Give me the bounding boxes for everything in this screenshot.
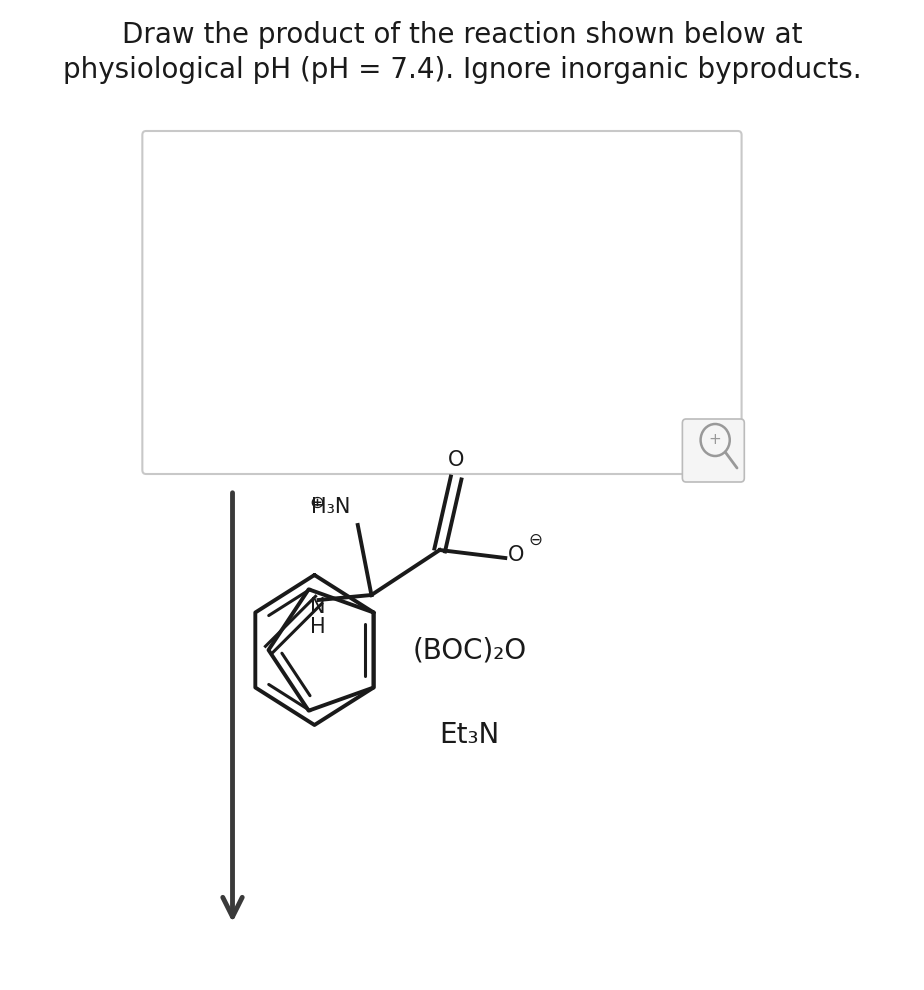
Text: (BOC)₂O: (BOC)₂O xyxy=(412,636,527,664)
Text: +: + xyxy=(709,433,722,447)
Text: O: O xyxy=(448,450,464,470)
Text: physiological pH (pH = 7.4). Ignore inorganic byproducts.: physiological pH (pH = 7.4). Ignore inor… xyxy=(63,56,861,84)
Text: Et₃N: Et₃N xyxy=(439,721,499,749)
Text: H: H xyxy=(310,618,326,638)
Text: H₃N: H₃N xyxy=(311,497,350,517)
Text: ⊖: ⊖ xyxy=(528,531,542,549)
Text: Draw the product of the reaction shown below at: Draw the product of the reaction shown b… xyxy=(122,21,802,49)
Text: ⊕: ⊕ xyxy=(310,494,324,512)
FancyBboxPatch shape xyxy=(683,419,745,482)
Text: N: N xyxy=(310,597,326,618)
FancyBboxPatch shape xyxy=(142,131,742,474)
Text: O: O xyxy=(508,545,525,565)
